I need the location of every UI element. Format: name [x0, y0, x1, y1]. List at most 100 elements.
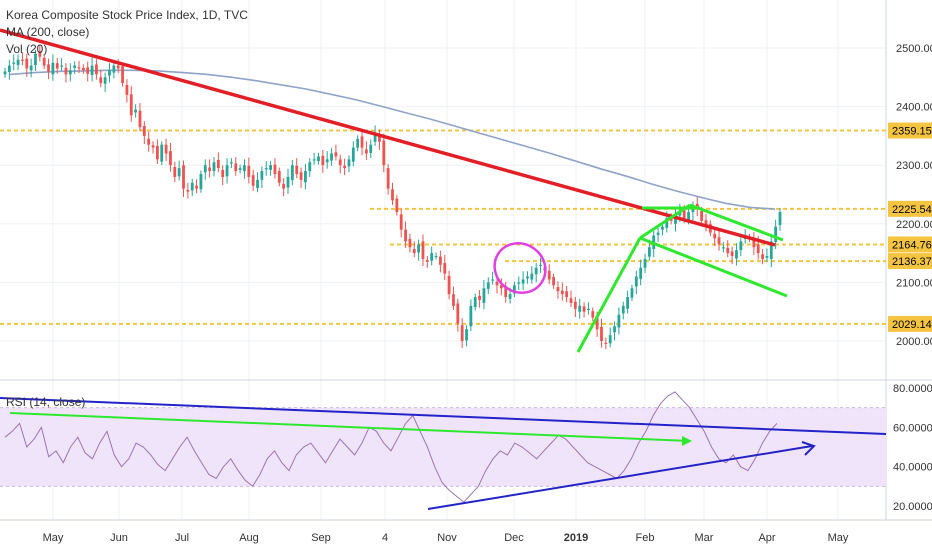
candle-body [95, 64, 98, 75]
time-tick-label: Apr [758, 532, 775, 544]
candle-body [491, 279, 495, 281]
candle-body [482, 288, 486, 303]
time-tick-label: Nov [437, 532, 457, 544]
rsi-trend-lines [0, 397, 887, 510]
candle-body [578, 305, 582, 312]
candle-body [317, 156, 320, 162]
rsi-tick-label: 40.0000 [893, 462, 932, 474]
candle-body [199, 173, 203, 190]
candle-body [347, 159, 351, 167]
candle-body [739, 241, 743, 251]
candle-body [704, 220, 708, 227]
candle-body [116, 65, 120, 69]
candle-body [230, 162, 233, 164]
time-tick-label: Dec [504, 532, 524, 544]
candle-body [778, 212, 782, 225]
candle-body [756, 244, 760, 254]
candle-body [600, 326, 603, 341]
candle-body [108, 70, 111, 76]
rsi-tick-label: 80.0000 [893, 383, 932, 395]
candle-body [504, 285, 508, 298]
rsi-legend: RSI (14, close) [6, 395, 86, 409]
candle-body [391, 189, 394, 201]
candle-body [521, 279, 525, 284]
time-tick-label: Jun [110, 532, 128, 544]
trend-green [639, 236, 788, 298]
candle-body [260, 171, 264, 180]
candle-body [408, 239, 412, 248]
candle-body [730, 251, 734, 257]
rsi-trend-green [9, 412, 691, 442]
time-tick-label: May [43, 532, 64, 544]
candle-body [330, 153, 333, 161]
level-label-bg [888, 122, 932, 139]
candle-body [273, 164, 277, 174]
candle-body [447, 275, 451, 295]
candle-body [312, 159, 316, 161]
candle-body [508, 294, 512, 299]
candle-body [90, 65, 94, 75]
candle-body [373, 132, 377, 142]
candle-body [121, 66, 124, 84]
candle-body [517, 282, 521, 284]
candle-body [513, 285, 516, 294]
candle-body [452, 294, 455, 306]
chart-legend: Korea Composite Stock Price Index, 1D, T… [6, 7, 248, 58]
candle-body [138, 110, 142, 128]
candle-body [717, 237, 721, 245]
price-tick-label: 2400.00 [896, 102, 932, 114]
candle-body [630, 288, 634, 298]
candle-body [125, 84, 129, 95]
candle-body [77, 67, 81, 69]
candle-body [569, 298, 573, 303]
trend-green [689, 203, 784, 242]
candle-body [674, 215, 677, 224]
trend-green [639, 203, 691, 240]
candle-body [595, 317, 599, 330]
candle-body [103, 77, 107, 84]
rsi-line [4, 391, 778, 503]
candle-body [142, 125, 146, 136]
candle-body [243, 165, 246, 172]
candle-body [299, 172, 303, 180]
candle-body [639, 267, 643, 279]
candle-body [499, 285, 503, 289]
candle-body [565, 291, 569, 298]
price-tick-label: 2100.00 [896, 277, 932, 289]
candle-body [364, 149, 368, 154]
candle-body [177, 168, 181, 177]
candles [3, 44, 782, 350]
candle-body [29, 65, 33, 71]
candle-body [626, 297, 630, 309]
candle-body [478, 295, 481, 300]
candle-body [321, 155, 325, 166]
candle-body [456, 303, 460, 324]
candle-body [395, 198, 399, 213]
candle-body [430, 253, 434, 261]
candle-body [99, 77, 103, 84]
candle-body [129, 94, 133, 116]
level-label-bg [888, 200, 932, 217]
candle-body [208, 167, 212, 172]
highlight-ellipse [493, 242, 547, 294]
candle-body [86, 67, 90, 74]
level-label: 2136.37 [892, 256, 932, 268]
candle-body [290, 165, 294, 180]
candle-body [495, 281, 499, 286]
candle-body [417, 244, 421, 253]
candle-body [682, 210, 686, 218]
candle-body [112, 65, 116, 73]
candle-body [12, 62, 16, 64]
candle-body [765, 256, 769, 258]
candle-body [55, 63, 59, 69]
candle-body [769, 241, 773, 259]
candle-body [3, 71, 7, 75]
candle-body [277, 171, 281, 183]
candle-body [621, 305, 625, 314]
candle-body [465, 329, 468, 341]
legend-title: Korea Composite Stock Price Index, 1D, T… [6, 8, 248, 22]
candle-body [643, 258, 647, 268]
candle-body [726, 247, 730, 254]
time-tick-label: Feb [636, 532, 655, 544]
